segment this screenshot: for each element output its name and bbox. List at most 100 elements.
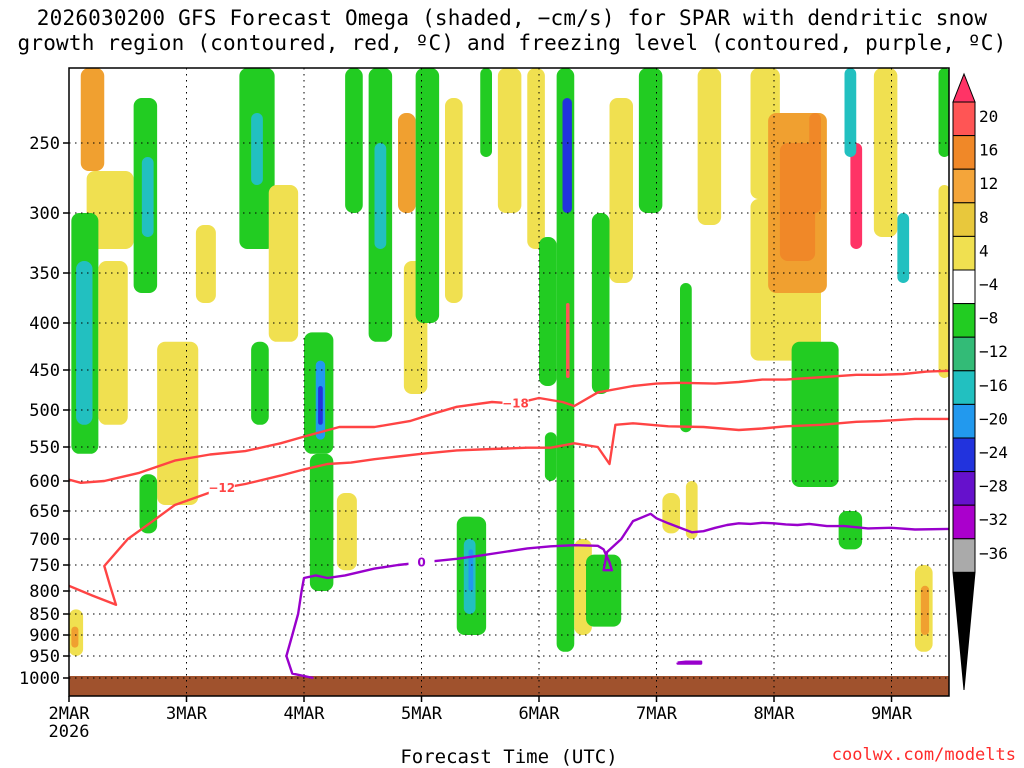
y-tick-label: 700 <box>29 530 60 550</box>
omega-cell <box>638 68 663 213</box>
y-tick-label: 450 <box>29 361 60 381</box>
y-tick-label: 900 <box>29 626 60 646</box>
omega-cell <box>680 283 692 433</box>
dgz-bottom-label: −12 <box>208 481 235 495</box>
y-tick-label: 850 <box>29 605 60 625</box>
dgz-top-contour <box>69 369 949 484</box>
dgz-bottom-contour <box>69 417 949 606</box>
x-tick-label: 6MAR <box>519 704 561 724</box>
y-tick-label: 800 <box>29 582 60 602</box>
colorbar-label: −4 <box>979 275 998 294</box>
omega-cell <box>309 453 334 591</box>
omega-cell <box>591 213 610 394</box>
omega-cell <box>415 68 440 323</box>
chart-title-line-1: 2026030200 GFS Forecast Omega (shaded, −… <box>36 6 988 30</box>
omega-cell <box>445 98 463 303</box>
y-tick-label: 550 <box>29 438 60 458</box>
omega-cell <box>268 185 299 342</box>
colorbar-label: 16 <box>979 141 998 160</box>
colorbar-swatch <box>952 437 976 473</box>
omega-cell <box>938 68 949 157</box>
colorbar-label: 12 <box>979 174 998 193</box>
y-tick-label: 750 <box>29 556 60 576</box>
omega-cell <box>497 68 522 213</box>
omega-cell <box>71 626 79 648</box>
colorbar-cap-top <box>952 72 976 103</box>
contour-label-bg <box>408 554 435 569</box>
colorbar-swatch <box>952 235 976 271</box>
omega-shading <box>69 68 949 656</box>
omega-cell <box>938 185 949 378</box>
omega-cell <box>251 341 269 425</box>
colorbar-label: −36 <box>979 544 1008 563</box>
omega-cell <box>141 157 154 237</box>
colorbar-swatch <box>952 370 976 405</box>
colorbar: 20 16 12 8 4 −4 −8 −12 −16 −20 −24 −28 −32 −36 <box>952 72 1008 691</box>
omega-cell <box>480 68 492 157</box>
freezing-level-label: 0 <box>417 555 425 569</box>
omega-cell <box>195 225 216 303</box>
omega-cell <box>318 386 323 425</box>
colorbar-label: −8 <box>979 309 998 328</box>
omega-cell <box>98 261 128 425</box>
omega-cell <box>80 68 105 171</box>
colorbar-label: 8 <box>979 208 989 227</box>
omega-cell <box>527 68 545 249</box>
colorbar-label: 20 <box>979 107 998 126</box>
colorbar-label: −12 <box>979 342 1008 361</box>
omega-cell <box>544 432 557 481</box>
contour-label-bg <box>208 480 235 495</box>
source-credit[interactable]: coolwx.com/modelts <box>832 745 1016 765</box>
colorbar-label: 4 <box>979 241 989 260</box>
colorbar-cap-bottom <box>952 571 976 691</box>
colorbar-swatch <box>952 101 976 137</box>
colorbar-label: −16 <box>979 376 1008 395</box>
omega-cell <box>374 143 387 249</box>
omega-cell <box>609 98 633 283</box>
chart-title-line-2: growth region (contoured, red, ºC) and f… <box>17 31 1007 55</box>
x-tick-label: 4MAR <box>284 704 326 724</box>
x-tick-label: 2MAR <box>49 704 91 724</box>
omega-cell <box>336 493 357 571</box>
omega-cell <box>920 585 930 635</box>
x-tick-label: 9MAR <box>871 704 913 724</box>
temperature-contours: −18 −12 0 <box>69 369 949 680</box>
dgz-top-label: −18 <box>502 397 529 411</box>
y-tick-label: 500 <box>29 401 60 421</box>
colorbar-label: −24 <box>979 443 1008 462</box>
freezing-blob-contour <box>676 660 703 665</box>
colorbar-label: −28 <box>979 477 1008 496</box>
colorbar-swatch <box>952 168 976 204</box>
colorbar-label: −32 <box>979 510 1008 529</box>
omega-cell <box>809 113 821 213</box>
y-tick-label: 600 <box>29 472 60 492</box>
contour-label-bg <box>502 395 529 410</box>
x-tick-label: 7MAR <box>636 704 678 724</box>
colorbar-swatch <box>952 403 976 439</box>
ground-terrain <box>69 676 949 696</box>
colorbar-label: −20 <box>979 409 1008 428</box>
y-tick-label: 250 <box>29 134 60 154</box>
colorbar-swatch <box>952 303 976 338</box>
omega-cell <box>838 511 863 550</box>
omega-cell <box>139 474 158 534</box>
omega-cell <box>844 68 857 157</box>
omega-cell <box>685 481 698 539</box>
y-tick-label: 950 <box>29 647 60 667</box>
omega-cell <box>345 68 363 213</box>
omega-cell <box>566 303 570 378</box>
omega-cell <box>779 143 816 261</box>
colorbar-swatch <box>952 538 976 573</box>
colorbar-swatch <box>952 202 976 237</box>
pressure-gridlines <box>69 142 949 679</box>
y-tick-label: 300 <box>29 204 60 224</box>
freezing-level-contour <box>285 512 949 680</box>
omega-cell <box>556 68 575 652</box>
y-tick-label: 1000 <box>19 669 60 689</box>
omega-cell <box>539 237 557 386</box>
y-tick-label: 400 <box>29 314 60 334</box>
omega-cell <box>251 113 263 185</box>
ground-fill <box>69 676 949 696</box>
